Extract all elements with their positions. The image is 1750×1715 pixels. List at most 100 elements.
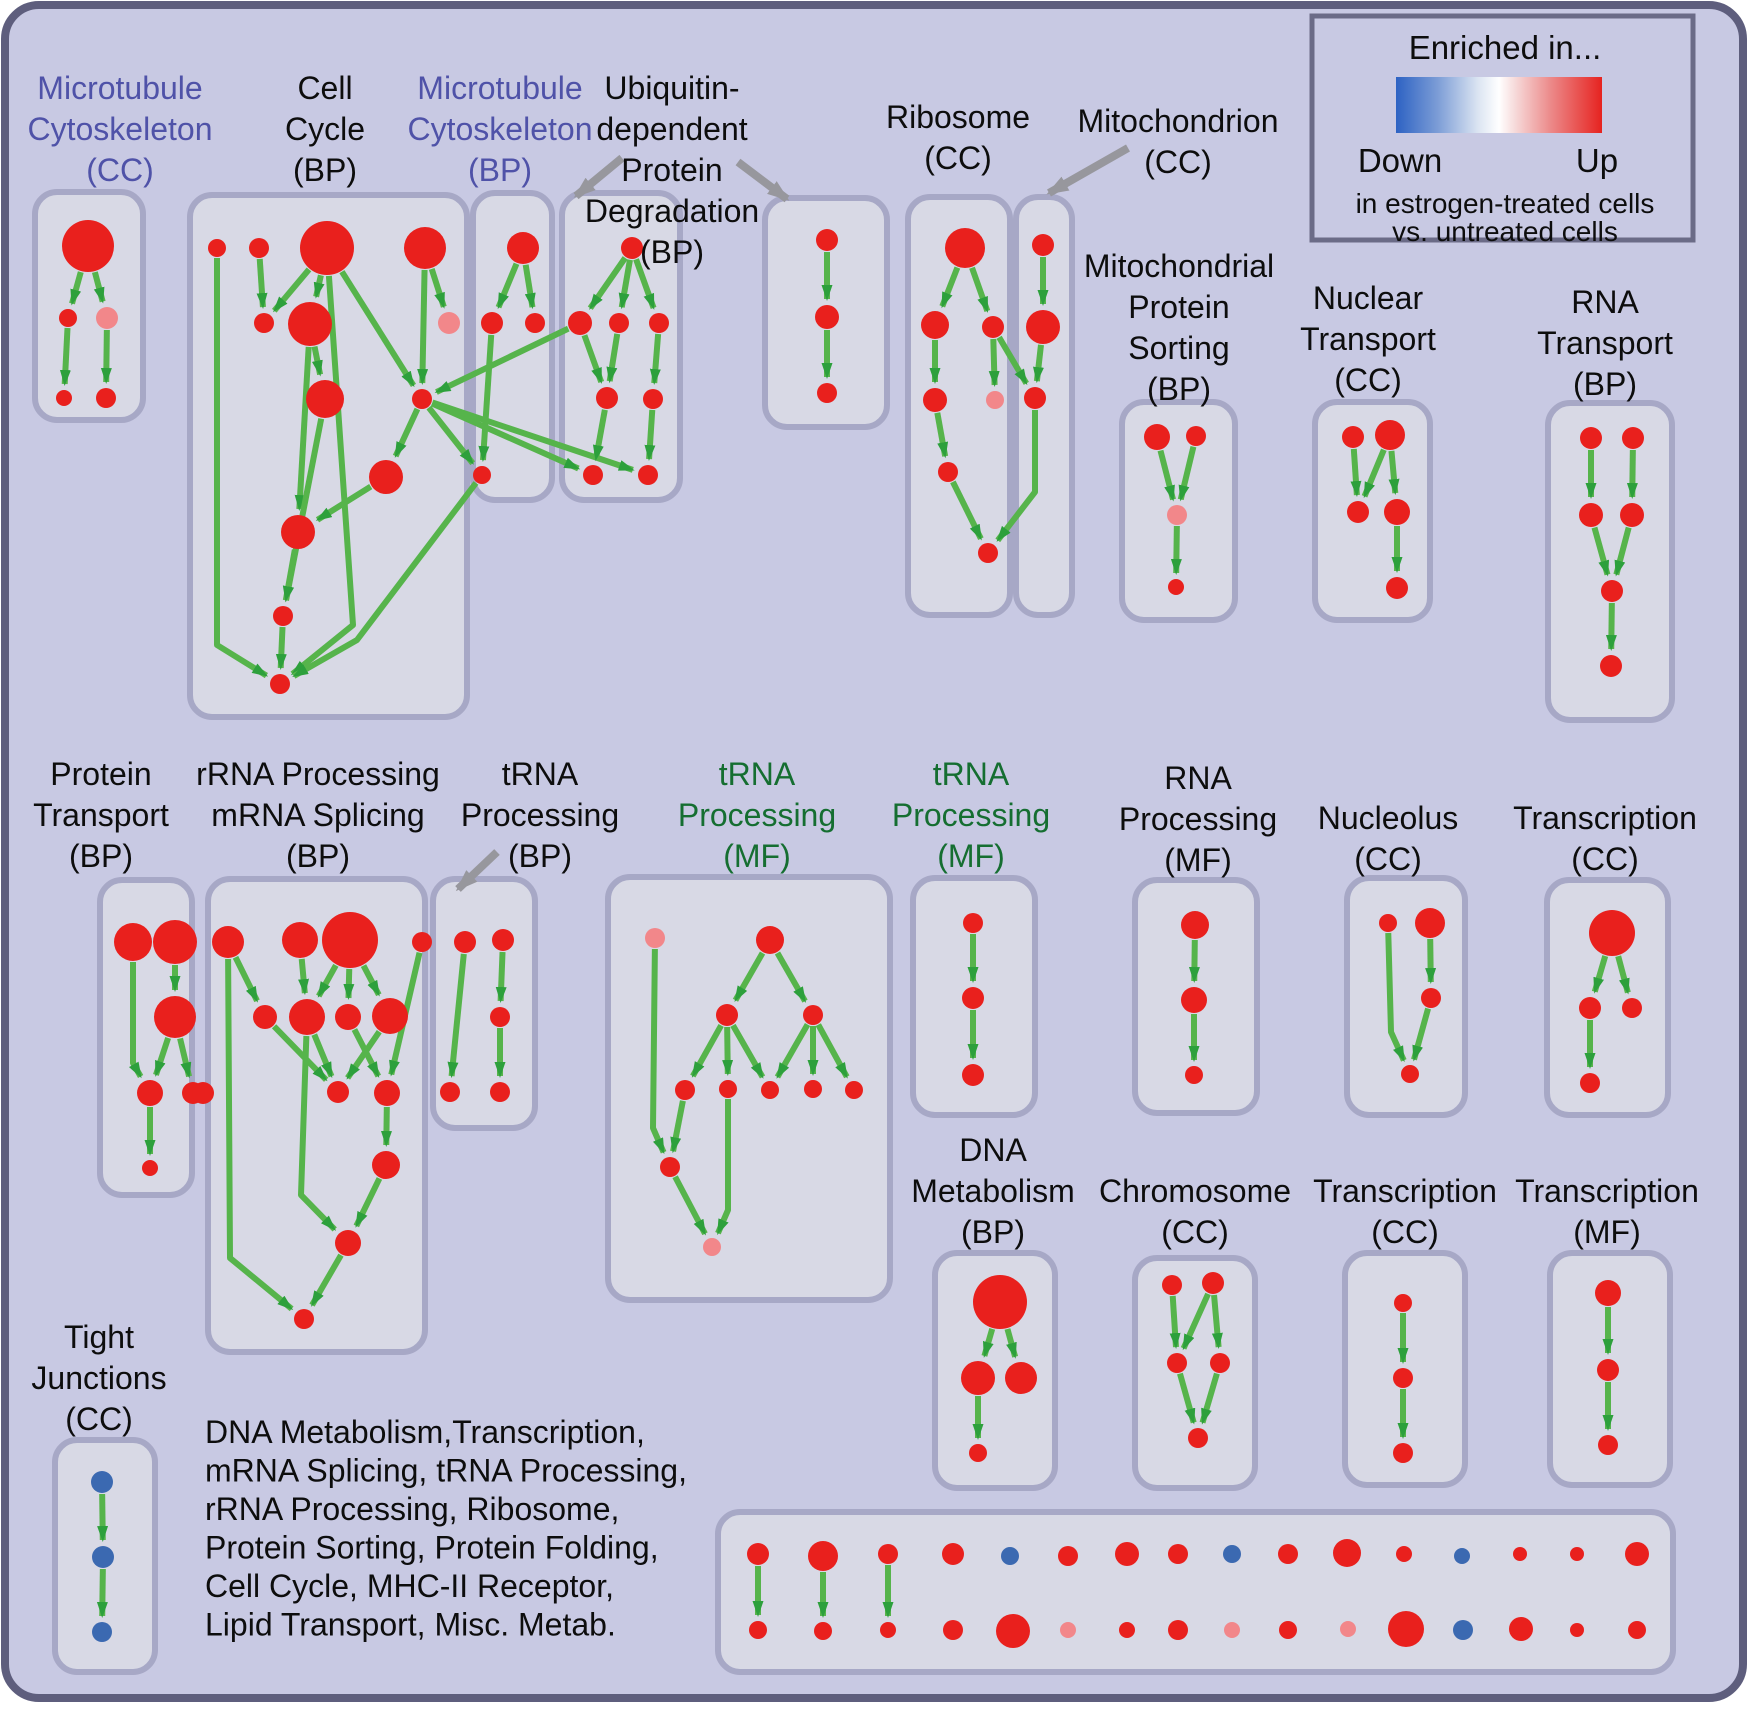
edge-n4-n9 [815,1023,850,1079]
edge-b9-c4 [426,405,476,466]
edge-n5-n10 [670,1100,686,1154]
label-dna-metabolism-bp: DNA Metabolism (BP) [911,1132,1075,1250]
edge-q1-q4 [1385,932,1407,1063]
node-k2 [153,920,197,964]
edge-w1-w2 [97,1493,109,1543]
label-transcription-mf: Transcription (MF) [1515,1173,1699,1250]
node-l5 [253,1005,277,1029]
edge-t3-t5 [1177,1372,1197,1425]
node-xt2 [808,1541,838,1571]
node-j5 [1601,580,1623,602]
edge-g3-f7 [995,410,1038,543]
edge-a1-a3 [91,271,106,304]
pointer-to-trna-bp-box [455,849,500,892]
edge-c4-b13 [292,481,479,679]
edge-s1-s3 [1004,1328,1019,1359]
node-w2 [92,1546,114,1568]
node-xb7 [1119,1622,1135,1638]
node-n8 [804,1080,822,1098]
edge-b6-b8 [311,345,324,377]
node-e2 [815,305,839,329]
node-d2 [568,311,592,335]
node-l1 [212,926,244,958]
node-b3 [300,221,354,275]
edge-l3-l7 [343,968,355,1001]
node-p3 [1185,1066,1203,1084]
node-b13 [270,674,290,694]
node-e3 [817,383,837,403]
label-protein-transport-bp: Protein Transport (BP) [33,756,169,874]
label-transcription-cc-upper: Transcription (CC) [1513,800,1697,877]
edge-l2-l6 [298,958,310,996]
box-microtubule-cytoskeleton-cc [32,189,146,423]
node-n5 [675,1080,695,1100]
node-l9 [327,1081,349,1103]
node-n1 [645,928,665,948]
node-n4 [803,1005,823,1025]
box-mixed-bottom-strip [715,1509,1676,1675]
node-q2 [1415,908,1445,938]
node-xt4 [942,1543,964,1565]
edge-f1-f2 [939,266,961,309]
node-t5 [1188,1428,1208,1448]
node-v3 [1598,1435,1618,1455]
node-o2 [962,987,984,1009]
node-k1 [114,923,152,961]
node-k6 [142,1160,158,1176]
node-d3 [609,313,629,333]
node-xb13 [1453,1620,1473,1640]
box-mitochondrion-cc [1013,194,1075,618]
label-rna-transport-bp: RNA Transport (BP) [1537,284,1673,402]
node-k4 [137,1080,163,1106]
edge-l10-l11 [380,1106,392,1148]
edge-j5-j6 [1605,602,1617,652]
node-xt7 [1115,1542,1139,1566]
node-xt8 [1168,1544,1188,1564]
node-b8 [306,380,344,418]
edge-g2-g3 [1033,344,1044,384]
node-d4 [649,313,669,333]
node-k3 [154,996,196,1038]
box-rna-transport-bp [1545,400,1675,723]
edge-j4-j5 [1613,526,1632,577]
edge-f1-f3 [969,266,991,313]
legend-down-label: Down [1358,142,1442,179]
node-h4 [1168,579,1184,595]
node-v2 [1597,1359,1619,1381]
node-n10 [660,1157,680,1177]
node-e1 [816,229,838,251]
node-f5 [986,391,1004,409]
node-b1 [208,239,226,257]
edge-k3-k5 [177,1037,193,1079]
node-b9 [412,389,432,409]
label-trna-processing-mf-2: tRNA Processing (MF) [892,756,1050,874]
edge-d5-d7 [592,409,608,462]
node-l7 [335,1004,361,1030]
edge-h3-h4 [1170,525,1182,576]
node-b11 [281,515,315,549]
node-v1 [1595,1280,1621,1306]
node-l14 [192,1082,214,1104]
node-b10 [369,460,403,494]
node-f6 [938,462,958,482]
node-h2 [1186,426,1206,446]
label-rrna-processing-mrna-splicing-bp: rRNA Processing mRNA Splicing (BP) [196,756,440,874]
legend-subtitle-2: vs. untreated cells [1392,216,1618,247]
edge-b4-b7 [428,268,447,309]
node-xb14 [1509,1617,1533,1641]
node-r3 [1622,998,1642,1018]
node-l10 [374,1080,400,1106]
node-c4 [473,466,491,484]
node-d1 [621,237,643,259]
edge-m1-m4 [447,953,467,1079]
edge-a1-a2 [69,271,84,306]
node-c3 [525,313,545,333]
edge-n10-n11 [672,1175,708,1236]
edge-a3-a5 [100,329,112,385]
edge-n6-n11 [715,1099,731,1236]
edge-n4-n7 [774,1023,811,1079]
node-q3 [1421,988,1441,1008]
node-d7 [583,465,603,485]
